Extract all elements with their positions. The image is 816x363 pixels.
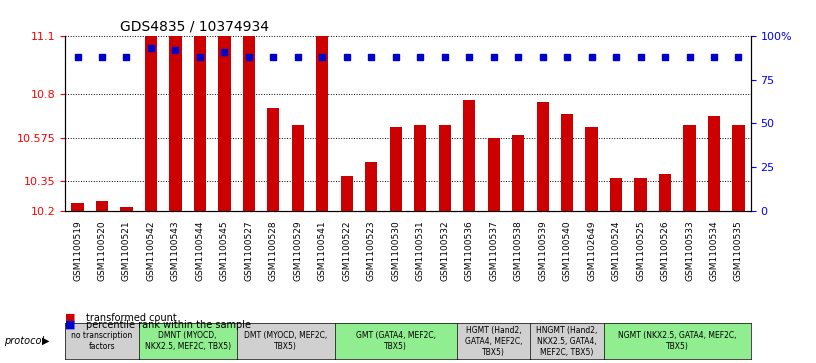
Bar: [365, 162, 377, 211]
Bar: [683, 125, 695, 211]
Bar: [586, 127, 597, 211]
Text: DMNT (MYOCD,
NKX2.5, MEF2C, TBX5): DMNT (MYOCD, NKX2.5, MEF2C, TBX5): [144, 331, 231, 351]
Bar: [414, 125, 426, 211]
Text: GMT (GATA4, MEF2C,
TBX5): GMT (GATA4, MEF2C, TBX5): [356, 331, 436, 351]
Bar: [610, 178, 623, 211]
Bar: [707, 116, 720, 211]
Text: percentile rank within the sample: percentile rank within the sample: [86, 320, 251, 330]
Bar: [390, 127, 401, 211]
Text: no transcription
factors: no transcription factors: [71, 331, 133, 351]
Text: ▶: ▶: [42, 336, 50, 346]
Bar: [145, 36, 157, 211]
Bar: [316, 36, 328, 211]
Bar: [488, 138, 499, 211]
Bar: [292, 125, 304, 211]
Text: NGMT (NKX2.5, GATA4, MEF2C,
TBX5): NGMT (NKX2.5, GATA4, MEF2C, TBX5): [618, 331, 737, 351]
Bar: [537, 102, 548, 211]
Bar: [439, 125, 450, 211]
Bar: [512, 135, 524, 211]
Bar: [463, 100, 475, 211]
Bar: [341, 176, 353, 211]
Bar: [635, 178, 646, 211]
Text: DMT (MYOCD, MEF2C,
TBX5): DMT (MYOCD, MEF2C, TBX5): [244, 331, 327, 351]
Bar: [96, 201, 108, 211]
Bar: [194, 36, 206, 211]
Bar: [121, 207, 132, 211]
Bar: [72, 203, 83, 211]
Bar: [659, 174, 671, 211]
Bar: [170, 36, 181, 211]
Text: transformed count: transformed count: [86, 313, 176, 323]
Bar: [218, 36, 230, 211]
Text: ■: ■: [65, 313, 76, 323]
Bar: [243, 36, 255, 211]
Text: ■: ■: [65, 320, 76, 330]
Text: HNGMT (Hand2,
NKX2.5, GATA4,
MEF2C, TBX5): HNGMT (Hand2, NKX2.5, GATA4, MEF2C, TBX5…: [536, 326, 598, 357]
Bar: [268, 108, 279, 211]
Text: GDS4835 / 10374934: GDS4835 / 10374934: [120, 20, 269, 34]
Bar: [733, 125, 744, 211]
Text: protocol: protocol: [4, 336, 44, 346]
Bar: [561, 114, 573, 211]
Text: HGMT (Hand2,
GATA4, MEF2C,
TBX5): HGMT (Hand2, GATA4, MEF2C, TBX5): [465, 326, 522, 357]
